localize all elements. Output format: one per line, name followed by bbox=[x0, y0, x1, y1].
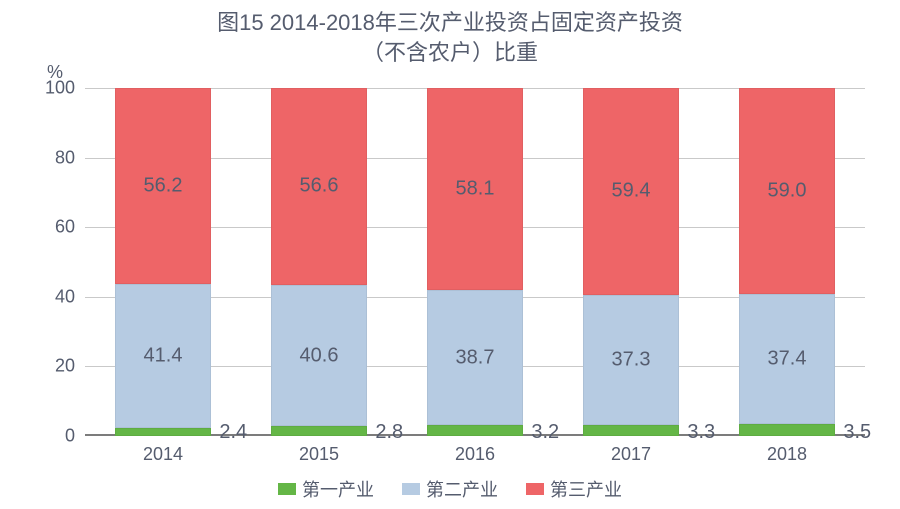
bar-segment: 37.4 bbox=[739, 294, 836, 424]
bar-segment-value: 3.3 bbox=[687, 421, 715, 444]
bar-segment-value: 2.4 bbox=[219, 421, 247, 444]
y-tick-label: 0 bbox=[65, 426, 75, 447]
bar-segment-value: 3.5 bbox=[843, 421, 871, 444]
legend-item: 第二产业 bbox=[402, 476, 498, 502]
x-tick-label: 2017 bbox=[611, 444, 651, 465]
x-tick-label: 2016 bbox=[455, 444, 495, 465]
bar-segment-value: 56.2 bbox=[144, 174, 183, 197]
y-tick-label: 60 bbox=[55, 217, 75, 238]
plot-area: 02040608010020142.441.456.220152.840.656… bbox=[85, 88, 865, 436]
legend-swatch bbox=[278, 483, 296, 495]
bar-segment-value: 38.7 bbox=[456, 346, 495, 369]
chart-root: 图15 2014-2018年三次产业投资占固定资产投资 （不含农户）比重 % 0… bbox=[0, 0, 900, 509]
bar-segment bbox=[427, 425, 524, 436]
bar-segment: 59.4 bbox=[583, 88, 680, 295]
x-tick-label: 2018 bbox=[767, 444, 807, 465]
chart-title-line2: （不含农户）比重 bbox=[0, 38, 900, 68]
x-tick-label: 2014 bbox=[143, 444, 183, 465]
legend-item: 第一产业 bbox=[278, 476, 374, 502]
legend: 第一产业 第二产业 第三产业 bbox=[0, 476, 900, 502]
y-tick-label: 80 bbox=[55, 147, 75, 168]
bar-segment-value: 58.1 bbox=[456, 178, 495, 201]
legend-swatch bbox=[402, 483, 420, 495]
legend-label: 第一产业 bbox=[302, 476, 374, 502]
bar-segment-value: 41.4 bbox=[144, 344, 183, 367]
bar-segment: 38.7 bbox=[427, 290, 524, 425]
bar-segment-value: 56.6 bbox=[300, 175, 339, 198]
bar-segment bbox=[583, 425, 680, 436]
legend-item: 第三产业 bbox=[526, 476, 622, 502]
bar-segment bbox=[739, 424, 836, 436]
bar-segment-value: 59.0 bbox=[768, 180, 807, 203]
bar-segment: 41.4 bbox=[115, 284, 212, 428]
bar-segment bbox=[115, 428, 212, 436]
bar-segment-value: 37.4 bbox=[768, 347, 807, 370]
bar-segment-value: 3.2 bbox=[531, 421, 559, 444]
y-tick-label: 40 bbox=[55, 286, 75, 307]
legend-label: 第二产业 bbox=[426, 476, 498, 502]
bar-segment-value: 59.4 bbox=[612, 180, 651, 203]
bar-segment-value: 2.8 bbox=[375, 421, 403, 444]
y-tick-label: 100 bbox=[45, 78, 75, 99]
chart-title-line1: 图15 2014-2018年三次产业投资占固定资产投资 bbox=[0, 8, 900, 38]
legend-label: 第三产业 bbox=[550, 476, 622, 502]
bar-segment: 40.6 bbox=[271, 285, 368, 426]
bar-segment: 56.2 bbox=[115, 88, 212, 284]
bar-segment-value: 37.3 bbox=[612, 348, 651, 371]
bar-segment: 37.3 bbox=[583, 295, 680, 425]
bar-segment-value: 40.6 bbox=[300, 344, 339, 367]
chart-title: 图15 2014-2018年三次产业投资占固定资产投资 （不含农户）比重 bbox=[0, 0, 900, 67]
bar-segment: 59.0 bbox=[739, 88, 836, 293]
bar-segment: 56.6 bbox=[271, 88, 368, 285]
bar-segment: 58.1 bbox=[427, 88, 524, 290]
y-tick-label: 20 bbox=[55, 356, 75, 377]
legend-swatch bbox=[526, 483, 544, 495]
x-tick-label: 2015 bbox=[299, 444, 339, 465]
bar-segment bbox=[271, 426, 368, 436]
